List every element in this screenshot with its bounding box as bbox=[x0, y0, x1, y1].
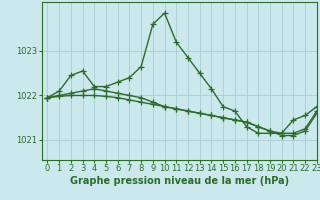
X-axis label: Graphe pression niveau de la mer (hPa): Graphe pression niveau de la mer (hPa) bbox=[70, 176, 289, 186]
